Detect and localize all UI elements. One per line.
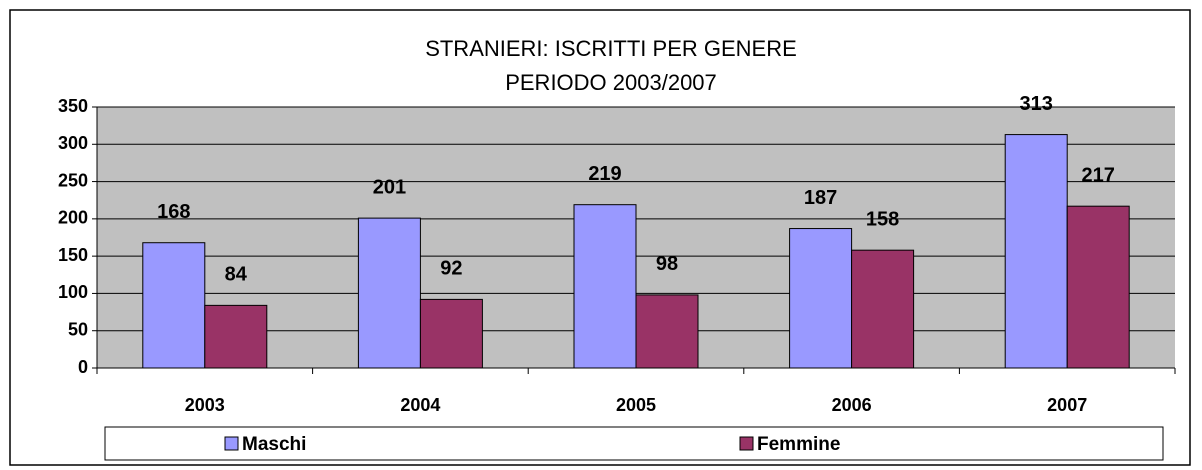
bar	[142, 242, 206, 369]
y-tick-label: 200	[58, 208, 88, 228]
bar	[789, 228, 853, 369]
x-tick-label: 2007	[1047, 395, 1087, 415]
value-label: 84	[225, 264, 248, 286]
bar	[851, 249, 915, 369]
legend-swatch	[739, 436, 754, 451]
value-label: 187	[804, 187, 837, 209]
legend-swatch	[224, 436, 239, 451]
bar	[204, 304, 268, 369]
y-tick-label: 0	[78, 357, 88, 377]
x-tick-label: 2003	[185, 395, 225, 415]
y-tick-label: 300	[58, 133, 88, 153]
bar	[573, 204, 637, 369]
value-label: 98	[656, 253, 678, 275]
chart-subtitle: PERIODO 2003/2007	[505, 70, 717, 95]
value-label: 92	[440, 258, 462, 280]
bar	[1004, 134, 1068, 369]
y-tick-label: 150	[58, 245, 88, 265]
x-tick-label: 2006	[832, 395, 872, 415]
x-tick-label: 2004	[400, 395, 440, 415]
legend-label: Maschi	[242, 434, 306, 455]
x-tick-label: 2005	[616, 395, 656, 415]
value-label: 219	[588, 163, 621, 185]
y-tick-label: 250	[58, 170, 88, 190]
y-tick-label: 350	[58, 96, 88, 116]
bar	[419, 298, 483, 369]
bar	[357, 217, 421, 369]
value-label: 217	[1082, 164, 1115, 186]
legend	[104, 426, 1164, 461]
chart-title: STRANIERI: ISCRITTI PER GENERE	[425, 36, 797, 61]
value-label: 201	[373, 176, 406, 198]
bar	[635, 294, 699, 369]
value-label: 168	[157, 201, 190, 223]
value-label: 313	[1020, 93, 1053, 115]
y-tick-label: 50	[68, 319, 88, 339]
legend-label: Femmine	[757, 434, 840, 455]
value-label: 158	[866, 208, 899, 230]
y-tick-label: 100	[58, 282, 88, 302]
bar	[1066, 205, 1130, 369]
